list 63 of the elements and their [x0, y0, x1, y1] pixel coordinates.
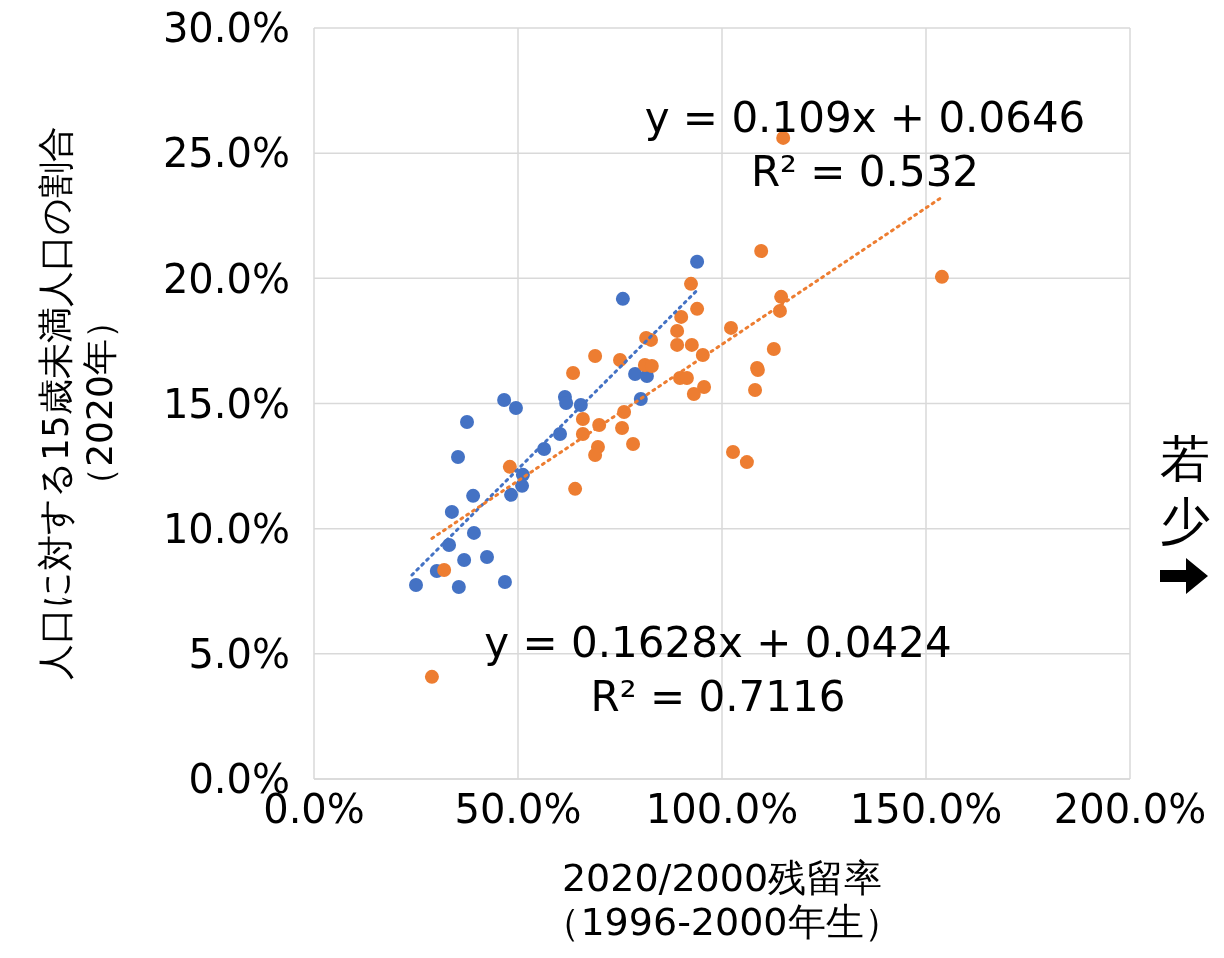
point — [934, 269, 949, 284]
point — [615, 421, 630, 436]
point — [444, 504, 459, 519]
x-tick-label: 50.0% — [454, 786, 582, 833]
point — [754, 244, 769, 259]
point — [460, 415, 474, 430]
point — [628, 366, 643, 381]
point — [686, 386, 701, 401]
text: 若 — [1160, 429, 1210, 490]
x-tick-label: 200.0% — [1053, 786, 1207, 833]
point — [723, 320, 738, 335]
point — [690, 254, 705, 269]
annotation: y = 0.1628x + 0.0424 — [484, 618, 952, 667]
point — [504, 487, 519, 502]
point — [588, 448, 603, 463]
y-tick-label: 30.0% — [162, 5, 290, 52]
point — [615, 291, 630, 306]
point — [479, 549, 494, 564]
point — [568, 481, 583, 496]
annotation: R² = 0.7116 — [590, 672, 846, 721]
point — [502, 459, 517, 474]
point — [588, 348, 603, 363]
point — [683, 276, 698, 291]
x-tick-label: 150.0% — [849, 786, 1003, 833]
point — [697, 379, 712, 394]
point — [515, 478, 530, 493]
y-axis-title: 人口に対する15歳未満人口の割合（2020年） — [34, 125, 121, 682]
point — [674, 309, 689, 324]
y-tick-label: 20.0% — [162, 255, 290, 302]
point — [508, 401, 523, 416]
point — [726, 445, 741, 460]
point — [466, 488, 481, 503]
text: 少 — [1160, 491, 1210, 552]
point — [575, 412, 590, 427]
y-tick-label: 5.0% — [188, 631, 290, 678]
annotation: y = 0.109x + 0.0646 — [644, 93, 1086, 142]
point — [670, 323, 685, 338]
y-tick-label: 15.0% — [162, 380, 290, 427]
point — [566, 365, 581, 380]
point — [497, 574, 512, 589]
point — [684, 337, 699, 352]
point — [626, 437, 641, 452]
point — [739, 455, 754, 470]
point — [553, 427, 568, 442]
point — [451, 579, 466, 594]
point — [466, 525, 481, 540]
annotation: R² = 0.532 — [750, 147, 980, 196]
point — [424, 669, 439, 684]
point — [437, 562, 452, 577]
point — [559, 396, 574, 410]
point — [409, 577, 423, 592]
y-tick-label: 10.0% — [162, 505, 290, 552]
point — [766, 341, 781, 356]
point — [670, 337, 685, 352]
point — [451, 450, 466, 465]
point — [690, 301, 705, 316]
point — [457, 552, 472, 567]
y-tick-label: 25.0% — [162, 130, 290, 177]
x-tick-label: 100.0% — [645, 786, 799, 833]
point — [774, 289, 789, 304]
x-axis-title: 2020/2000残留率（1996-2000年生） — [541, 856, 903, 944]
point — [497, 393, 512, 407]
point — [748, 382, 763, 397]
